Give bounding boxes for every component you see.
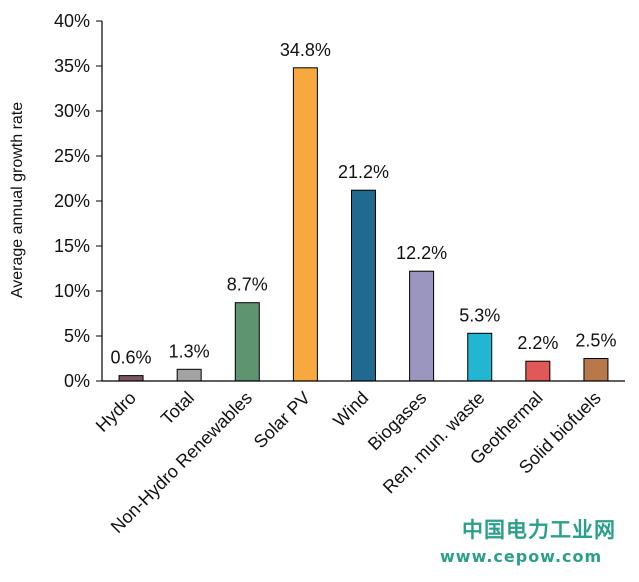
y-tick-label: 20% [54, 191, 90, 211]
x-tick-label: Solar PV [250, 388, 314, 452]
y-tick-label: 5% [64, 326, 90, 346]
bar-solar-pv [292, 67, 318, 382]
bar-ren-mun-waste [467, 332, 493, 382]
data-label: 1.3% [169, 341, 210, 361]
x-tick-label: Hydro [92, 388, 140, 436]
watermark-url: www.cepow.com [440, 547, 603, 566]
y-tick-label: 0% [64, 371, 90, 391]
bar-wind [351, 189, 376, 382]
data-label: 2.2% [517, 333, 558, 353]
x-tick-label: Wind [329, 388, 372, 431]
data-label: 0.6% [111, 348, 152, 368]
y-tick-label: 35% [54, 56, 90, 76]
x-tick-label: Ren. mun. waste [379, 388, 489, 498]
bar-geothermal [525, 360, 551, 382]
bar-hydro [118, 375, 144, 382]
watermark-title: 中国电力工业网 [462, 518, 616, 542]
x-tick-label: Total [157, 388, 198, 429]
y-tick-label: 15% [54, 236, 90, 256]
data-label: 2.5% [575, 331, 616, 351]
data-label: 12.2% [396, 243, 447, 263]
data-label: 21.2% [338, 162, 389, 182]
data-label: 8.7% [227, 275, 268, 295]
y-tick-label: 25% [54, 146, 90, 166]
y-tick-label: 40% [54, 11, 90, 31]
data-label: 5.3% [459, 305, 500, 325]
bar-solid-biofuels [583, 358, 609, 382]
y-tick-label: 10% [54, 281, 90, 301]
y-tick-label: 30% [54, 101, 90, 121]
data-label: 34.8% [280, 40, 331, 60]
bar-biogases [409, 270, 435, 382]
bar-total [176, 368, 202, 382]
y-axis-label: Average annual growth rate [9, 102, 26, 298]
bar-non-hydro-renewables [234, 302, 260, 382]
